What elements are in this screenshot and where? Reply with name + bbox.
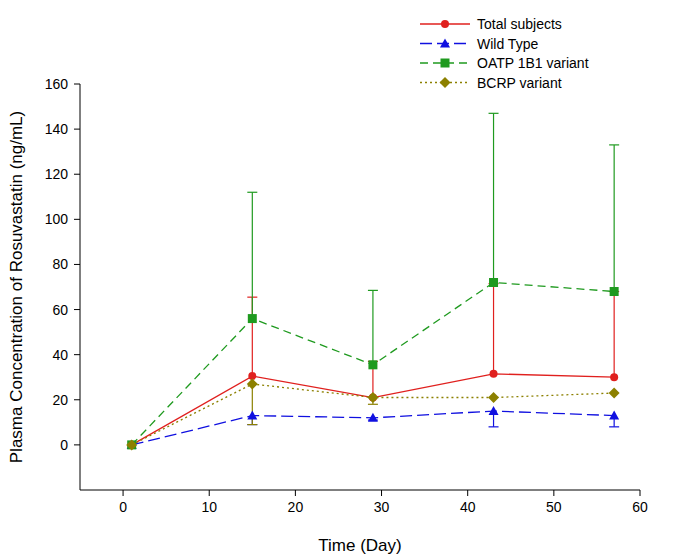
y-tick-label: 120 — [45, 166, 69, 182]
error-stem — [372, 290, 373, 364]
series-line — [132, 374, 614, 445]
x-tick — [123, 490, 124, 496]
legend-label: Total subjects — [477, 16, 562, 32]
y-tick-label: 0 — [60, 437, 68, 453]
marker-triangle — [368, 413, 378, 422]
marker-triangle — [247, 411, 257, 420]
marker-circle — [610, 373, 618, 381]
marker-square — [610, 287, 619, 296]
legend-label: Wild Type — [477, 36, 538, 52]
marker-square — [489, 278, 498, 287]
marker-triangle — [609, 411, 619, 420]
y-tick — [74, 129, 80, 130]
marker-triangle — [440, 39, 450, 48]
legend-label: OATP 1B1 variant — [477, 55, 589, 71]
plot-area — [126, 113, 619, 450]
x-tick-label: 20 — [288, 499, 304, 515]
error-stem — [614, 145, 615, 292]
legend: Total subjects Wild Type OATP 1B1 variant B… — [420, 16, 589, 91]
marker-square — [441, 59, 450, 68]
error-stem — [493, 113, 494, 282]
x-tick — [295, 490, 296, 496]
y-tick-label: 100 — [45, 211, 69, 227]
x-tick-label: 30 — [374, 499, 390, 515]
error-bar — [368, 290, 378, 364]
y-tick — [74, 399, 80, 400]
error-stem — [493, 284, 494, 374]
series-line — [132, 411, 614, 445]
y-tick — [74, 444, 80, 445]
error-cap — [609, 144, 619, 145]
error-bar — [609, 145, 619, 292]
error-cap — [489, 426, 499, 427]
y-tick-label: 80 — [52, 256, 68, 272]
error-bar — [247, 384, 257, 425]
error-cap — [247, 192, 257, 193]
y-axis-label: Plasma Concentration of Rosuvastatin (ng… — [7, 111, 26, 463]
y-tick — [74, 354, 80, 355]
legend-label: BCRP variant — [477, 75, 562, 91]
x-tick-label: 40 — [460, 499, 476, 515]
marker-diamond — [367, 392, 378, 403]
error-bar — [609, 292, 619, 378]
y-tick-label: 140 — [45, 121, 69, 137]
error-stem — [252, 192, 253, 318]
error-bar — [247, 192, 257, 318]
marker-square — [368, 360, 377, 369]
y-tick-label: 20 — [52, 392, 68, 408]
x-tick-label: 0 — [119, 499, 127, 515]
y-tick — [74, 264, 80, 265]
y-tick — [74, 84, 80, 85]
error-cap — [489, 113, 499, 114]
y-tick-label: 40 — [52, 347, 68, 363]
error-bar — [489, 113, 499, 282]
error-cap — [247, 424, 257, 425]
y-tick — [74, 309, 80, 310]
marker-triangle — [489, 406, 499, 415]
error-cap — [247, 424, 257, 425]
x-axis — [80, 490, 640, 491]
y-tick — [74, 219, 80, 220]
chart: 0 10 20 30 40 50 60 0 20 40 60 80 100 120 140 160 Time (… — [0, 0, 696, 559]
error-cap — [368, 290, 378, 291]
x-axis-label: Time (Day) — [318, 536, 401, 555]
x-tick — [381, 490, 382, 496]
marker-square — [248, 314, 257, 323]
marker-diamond — [440, 77, 451, 88]
x-tick — [209, 490, 210, 496]
marker-diamond — [609, 388, 620, 399]
error-cap — [368, 404, 378, 405]
error-stem — [614, 292, 615, 378]
marker-circle — [490, 370, 498, 378]
error-cap — [609, 426, 619, 427]
y-tick-label: 60 — [52, 302, 68, 318]
y-axis — [80, 84, 81, 490]
marker-square — [127, 440, 136, 449]
series-line — [132, 282, 614, 444]
x-tick-label: 60 — [632, 499, 648, 515]
marker-diamond — [488, 392, 499, 403]
y-tick-label: 160 — [45, 76, 69, 92]
x-tick — [640, 490, 641, 496]
x-tick — [553, 490, 554, 496]
marker-diamond — [247, 378, 258, 389]
x-tick — [467, 490, 468, 496]
marker-diamond — [126, 439, 137, 450]
error-bar — [489, 284, 499, 374]
marker-circle — [441, 20, 449, 28]
series-line — [132, 384, 614, 445]
x-tick-label: 10 — [201, 499, 217, 515]
y-tick — [74, 174, 80, 175]
x-tick-label: 50 — [546, 499, 562, 515]
